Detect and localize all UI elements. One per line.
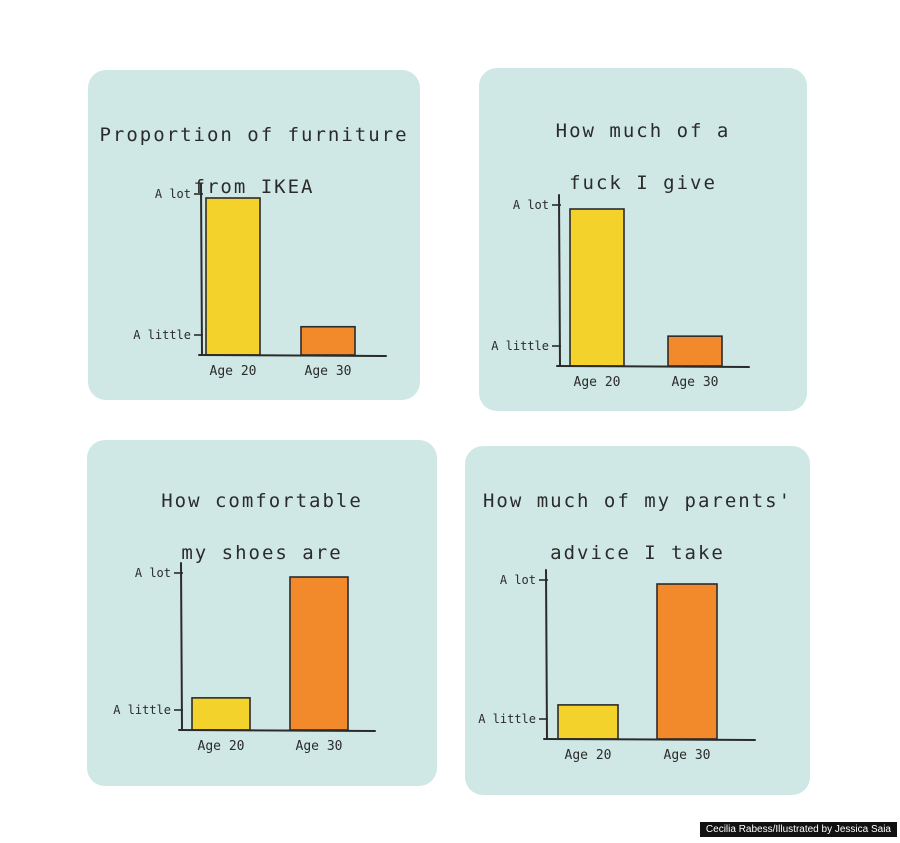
chart-plot: Age 20 Age 30 A little A lot [491, 194, 750, 390]
x-axis [543, 738, 756, 741]
chart-panel-shoes: How comfortable my shoes are Age 20 Age 3… [87, 440, 437, 786]
bar-age-30 [289, 576, 349, 731]
image-credit: Cecilia Rabess/Illustrated by Jessica Sa… [699, 822, 897, 837]
chart-title-line-2: fuck I give [569, 172, 717, 194]
chart-title: How much of my parents' advice I take [465, 462, 810, 592]
chart-panel-fuck: How much of a fuck I give Age 20 Age 30 A … [479, 68, 807, 411]
y-tick-label: A little [133, 328, 191, 342]
x-axis [178, 729, 376, 732]
bar-age-30 [656, 583, 718, 740]
y-tick-label: A lot [513, 198, 549, 212]
chart-plot: Age 20 Age 30 A little A lot [133, 183, 387, 379]
bar-age-30 [667, 335, 723, 367]
x-axis [556, 365, 750, 368]
chart-title: How comfortable my shoes are [87, 462, 437, 592]
y-tick-label: A lot [135, 566, 171, 580]
bar-age-20 [191, 697, 251, 731]
bar-age-20 [557, 704, 619, 740]
x-tick-label: Age 30 [664, 748, 711, 763]
y-tick-label: A little [491, 339, 549, 353]
chart-title: How much of a fuck I give [479, 92, 807, 222]
y-axis [558, 194, 561, 367]
x-tick-label: Age 20 [574, 375, 621, 390]
y-axis [180, 562, 183, 731]
x-tick-label: Age 20 [210, 364, 257, 379]
y-tick-label: A lot [155, 187, 191, 201]
x-tick-label: Age 20 [565, 748, 612, 763]
x-axis [198, 354, 387, 357]
y-tick-label: A little [113, 703, 171, 717]
chart-title-line-1: How comfortable [161, 490, 363, 512]
chart-title-line-1: How much of my parents' [482, 490, 793, 512]
chart-title-line-1: How much of a [555, 120, 731, 142]
chart-title-line-2: from IKEA [193, 176, 315, 198]
chart-plot: Age 20 Age 30 A little A lot [113, 562, 376, 754]
y-tick-label: A lot [500, 573, 536, 587]
y-tick-label: A little [478, 712, 536, 726]
y-axis [545, 569, 548, 740]
x-tick-label: Age 20 [198, 739, 245, 754]
bar-age-20 [569, 208, 625, 367]
chart-panel-ikea: Proportion of furniture from IKEA Age 20… [88, 70, 420, 400]
bar-age-30 [300, 325, 356, 356]
chart-title-line-2: my shoes are [181, 542, 343, 564]
chart-panel-advice: How much of my parents' advice I take Ag… [465, 446, 810, 795]
chart-title-line-1: Proportion of furniture [99, 124, 409, 146]
y-axis [200, 183, 203, 356]
x-tick-label: Age 30 [305, 364, 352, 379]
x-tick-label: Age 30 [672, 375, 719, 390]
chart-plot: Age 20 Age 30 A little A lot [478, 569, 756, 763]
x-tick-label: Age 30 [296, 739, 343, 754]
chart-title-line-2: advice I take [550, 542, 725, 564]
bar-age-20 [205, 197, 261, 356]
chart-title: Proportion of furniture from IKEA [88, 96, 420, 226]
